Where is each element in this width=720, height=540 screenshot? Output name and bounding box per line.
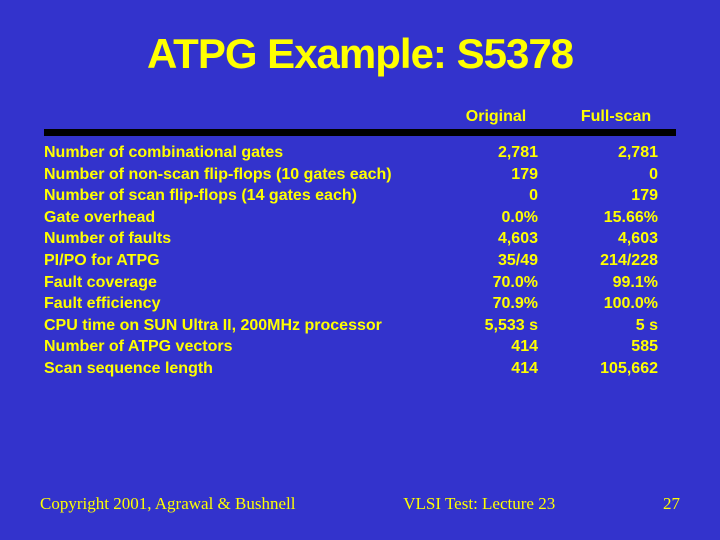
row-label: PI/PO for ATPG (44, 250, 436, 272)
footer-copyright: Copyright 2001, Agrawal & Bushnell (40, 494, 295, 514)
row-original: 179 (436, 164, 556, 186)
row-label: Number of combinational gates (44, 142, 436, 164)
row-original: 0 (436, 185, 556, 207)
row-label: Number of ATPG vectors (44, 336, 436, 358)
row-fullscan: 99.1% (556, 272, 676, 294)
row-fullscan: 0 (556, 164, 676, 186)
header-original: Original (436, 108, 556, 126)
header-label-spacer (44, 108, 436, 126)
table-header-row: Original Full-scan (44, 108, 676, 126)
row-label: CPU time on SUN Ultra II, 200MHz process… (44, 315, 436, 337)
slide-footer: Copyright 2001, Agrawal & Bushnell VLSI … (40, 494, 680, 514)
header-underline (44, 129, 676, 136)
row-original: 2,781 (436, 142, 556, 164)
footer-lecture: VLSI Test: Lecture 23 (295, 494, 663, 514)
table-row: Number of ATPG vectors 414 585 (44, 336, 676, 358)
row-fullscan: 4,603 (556, 228, 676, 250)
row-original: 0.0% (436, 207, 556, 229)
table-row: Gate overhead 0.0% 15.66% (44, 207, 676, 229)
table-body: Number of combinational gates 2,781 2,78… (44, 142, 676, 380)
row-original: 70.0% (436, 272, 556, 294)
row-fullscan: 100.0% (556, 293, 676, 315)
row-fullscan: 105,662 (556, 358, 676, 380)
row-fullscan: 15.66% (556, 207, 676, 229)
row-label: Number of faults (44, 228, 436, 250)
row-fullscan: 2,781 (556, 142, 676, 164)
row-label: Fault coverage (44, 272, 436, 294)
table-row: Number of combinational gates 2,781 2,78… (44, 142, 676, 164)
table-row: Scan sequence length 414 105,662 (44, 358, 676, 380)
row-original: 5,533 s (436, 315, 556, 337)
row-original: 4,603 (436, 228, 556, 250)
row-original: 35/49 (436, 250, 556, 272)
row-label: Gate overhead (44, 207, 436, 229)
row-label: Fault efficiency (44, 293, 436, 315)
table-row: Number of non-scan flip-flops (10 gates … (44, 164, 676, 186)
row-original: 70.9% (436, 293, 556, 315)
row-label: Scan sequence length (44, 358, 436, 380)
slide: ATPG Example: S5378 Original Full-scan N… (0, 0, 720, 540)
row-fullscan: 179 (556, 185, 676, 207)
row-fullscan: 214/228 (556, 250, 676, 272)
row-label: Number of scan flip-flops (14 gates each… (44, 185, 436, 207)
table-row: Fault efficiency 70.9% 100.0% (44, 293, 676, 315)
row-label: Number of non-scan flip-flops (10 gates … (44, 164, 436, 186)
comparison-table: Original Full-scan Number of combination… (44, 108, 676, 380)
table-row: CPU time on SUN Ultra II, 200MHz process… (44, 315, 676, 337)
footer-page-number: 27 (663, 494, 680, 514)
row-fullscan: 585 (556, 336, 676, 358)
slide-title: ATPG Example: S5378 (40, 30, 680, 78)
table-row: Number of scan flip-flops (14 gates each… (44, 185, 676, 207)
table-row: PI/PO for ATPG 35/49 214/228 (44, 250, 676, 272)
row-original: 414 (436, 358, 556, 380)
header-fullscan: Full-scan (556, 108, 676, 126)
row-fullscan: 5 s (556, 315, 676, 337)
table-row: Number of faults 4,603 4,603 (44, 228, 676, 250)
table-row: Fault coverage 70.0% 99.1% (44, 272, 676, 294)
row-original: 414 (436, 336, 556, 358)
